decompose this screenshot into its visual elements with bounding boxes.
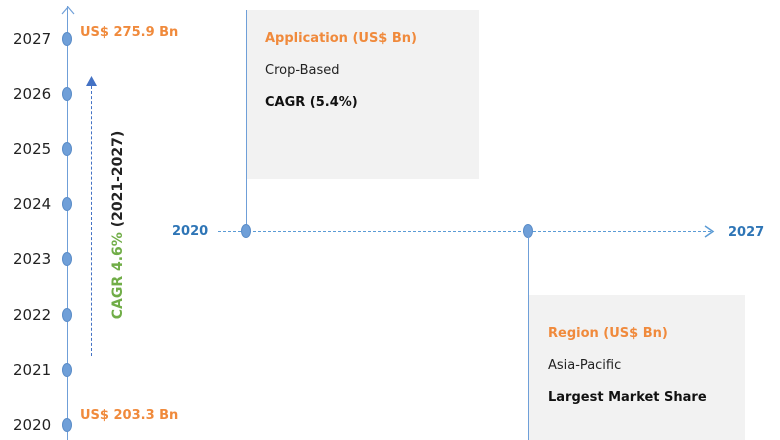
- value-2027: US$ 275.9 Bn: [80, 25, 179, 40]
- year-label-2023: 2023: [13, 250, 52, 269]
- year-label-2022: 2022: [13, 305, 52, 324]
- cagr-label: CAGR 4.6% (2021-2027): [110, 131, 126, 320]
- year-label-2027: 2027: [13, 30, 52, 48]
- year-label-2020: 2020: [13, 415, 52, 434]
- cagr-value: CAGR 4.6%: [110, 232, 126, 320]
- horizontal-end-label: 2027: [728, 225, 765, 240]
- horizontal-start-label: 2020: [172, 224, 209, 239]
- value-2020: US$ 203.3 Bn: [80, 408, 179, 423]
- year-label-2026: 2026: [13, 85, 52, 104]
- vertical-axis-arrow-icon: [61, 6, 75, 15]
- application-connector: [246, 10, 247, 231]
- cagr-period: (2021-2027): [110, 130, 126, 228]
- year-dot-2023: [62, 252, 72, 267]
- year-dot-2027: [62, 32, 72, 46]
- region-segment: Asia-Pacific: [548, 358, 622, 373]
- application-segment: Crop-Based: [265, 63, 340, 78]
- year-label-2024: 2024: [13, 195, 52, 214]
- vertical-axis-line: [67, 6, 68, 440]
- year-dot-2022: [62, 307, 72, 322]
- application-box: [246, 10, 479, 179]
- horizontal-arrow-icon: [704, 225, 715, 238]
- cagr-arrow-line: [91, 86, 92, 356]
- application-title: Application (US$ Bn): [265, 31, 417, 46]
- year-dot-2026: [62, 87, 72, 102]
- year-label-2025: 2025: [13, 140, 52, 159]
- region-connector: [528, 231, 529, 440]
- region-title: Region (US$ Bn): [548, 326, 668, 341]
- year-dot-2020: [62, 417, 72, 432]
- horizontal-dashed-line: [218, 231, 711, 232]
- year-label-2021: 2021: [13, 360, 52, 379]
- cagr-arrow-head-icon: [86, 76, 97, 86]
- region-note: Largest Market Share: [548, 390, 707, 405]
- year-dot-2021: [62, 362, 72, 377]
- year-dot-2024: [62, 197, 72, 212]
- timeline-dot-application: [241, 224, 251, 238]
- region-box: [528, 295, 745, 440]
- application-cagr: CAGR (5.4%): [265, 95, 358, 110]
- year-dot-2025: [62, 142, 72, 157]
